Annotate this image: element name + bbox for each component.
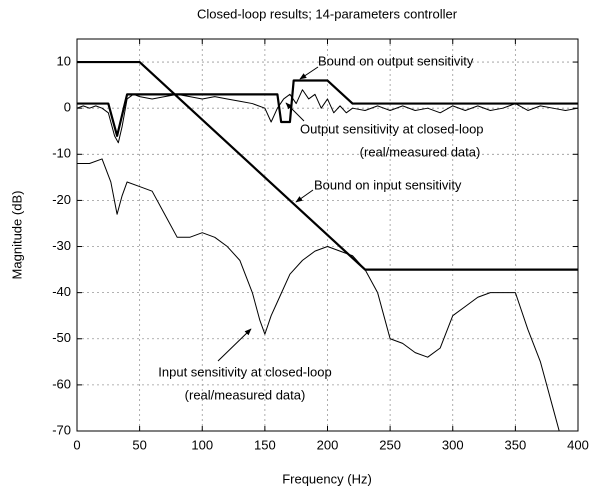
y-tick-label: -40: [52, 284, 71, 299]
annotation-arrow: [217, 328, 252, 362]
annotation-arrow: [299, 66, 319, 80]
x-tick-label: 150: [254, 437, 276, 452]
annotation-arrow: [285, 102, 305, 122]
annotation: Bound on output sensitivity: [318, 53, 474, 68]
x-tick-label: 50: [132, 437, 146, 452]
series-line: [77, 79, 578, 137]
x-tick-label: 0: [73, 437, 80, 452]
x-tick-label: 250: [379, 437, 401, 452]
x-tick-label: 300: [442, 437, 464, 452]
y-tick-label: -30: [52, 238, 71, 253]
y-tick-label: -50: [52, 330, 71, 345]
annotation: Output sensitivity at closed-loop: [300, 121, 484, 136]
y-tick-label: 10: [57, 53, 71, 68]
series-line: [77, 158, 560, 432]
y-tick-label: -70: [52, 422, 71, 437]
x-tick-label: 100: [191, 437, 213, 452]
x-tick-label: 400: [567, 437, 589, 452]
chart-title: Closed-loop results; 14-parameters contr…: [197, 6, 458, 21]
annotation: (real/measured data): [185, 387, 306, 402]
y-tick-label: -10: [52, 146, 71, 161]
y-tick-label: 0: [64, 100, 71, 115]
annotation: (real/measured data): [360, 144, 481, 159]
y-tick-label: -20: [52, 192, 71, 207]
series-line: [77, 60, 578, 271]
x-tick-label: 200: [317, 437, 339, 452]
y-axis-label: Magnitude (dB): [9, 191, 24, 280]
y-tick-label: -60: [52, 376, 71, 391]
annotation: Input sensitivity at closed-loop: [158, 364, 331, 379]
plot-frame: [76, 38, 579, 432]
annotation-arrow: [295, 189, 314, 203]
series-line: [76, 89, 579, 144]
x-axis-label: Frequency (Hz): [282, 471, 372, 486]
x-tick-label: 350: [505, 437, 527, 452]
annotation: Bound on input sensitivity: [314, 177, 462, 192]
